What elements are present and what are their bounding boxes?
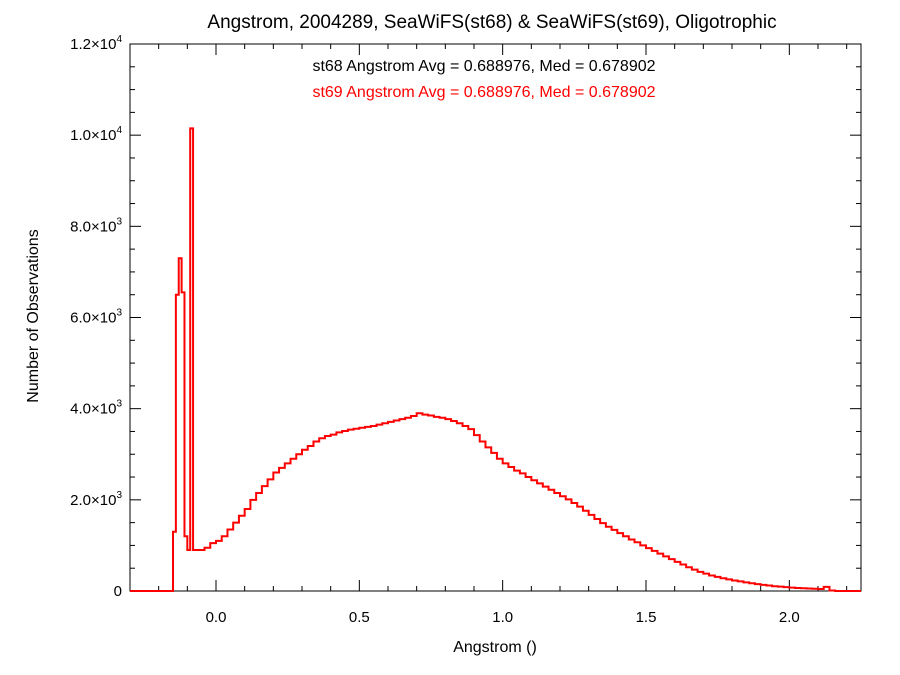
x-tick-label: 2.0 <box>779 609 800 626</box>
x-tick-label: 0.0 <box>206 609 227 626</box>
annotation-st68-stats: st68 Angstrom Avg = 0.688976, Med = 0.67… <box>312 58 655 75</box>
y-axis-ticks <box>130 43 861 592</box>
plot-area-frame <box>129 43 862 592</box>
y-tick-label: 0 <box>114 583 122 600</box>
x-tick-label: 1.5 <box>636 609 657 626</box>
x-axis-label: Angstrom () <box>453 639 537 656</box>
x-tick-labels: 0.0 0.5 1.0 1.5 2.0 <box>206 609 800 626</box>
chart-title: Angstrom, 2004289, SeaWiFS(st68) & SeaWi… <box>207 12 776 33</box>
series-st69-histogram-line <box>130 127 861 592</box>
y-tick-label: 2.0×103 <box>70 490 122 509</box>
x-axis-ticks <box>129 44 848 591</box>
x-tick-label: 1.0 <box>492 609 513 626</box>
y-tick-label: 6.0×103 <box>70 308 122 327</box>
annotation-st69-stats: st69 Angstrom Avg = 0.688976, Med = 0.67… <box>312 84 655 101</box>
y-tick-label: 1.0×104 <box>70 125 122 144</box>
y-tick-labels: 0 2.0×103 4.0×103 6.0×103 8.0×103 1.0×104 1.2×… <box>70 34 122 600</box>
x-tick-label: 0.5 <box>349 609 370 626</box>
y-axis-label: Number of Observations <box>25 229 42 402</box>
y-tick-label: 4.0×103 <box>70 399 122 418</box>
y-tick-label: 8.0×103 <box>70 216 122 235</box>
y-tick-label: 1.2×104 <box>70 34 122 53</box>
